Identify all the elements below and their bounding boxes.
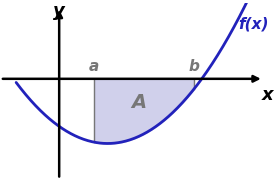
Text: x: x [262, 86, 273, 104]
Text: a: a [89, 59, 99, 74]
Text: f(x): f(x) [238, 16, 269, 31]
Text: A: A [131, 93, 146, 112]
Text: y: y [53, 1, 65, 20]
Text: b: b [188, 59, 199, 74]
